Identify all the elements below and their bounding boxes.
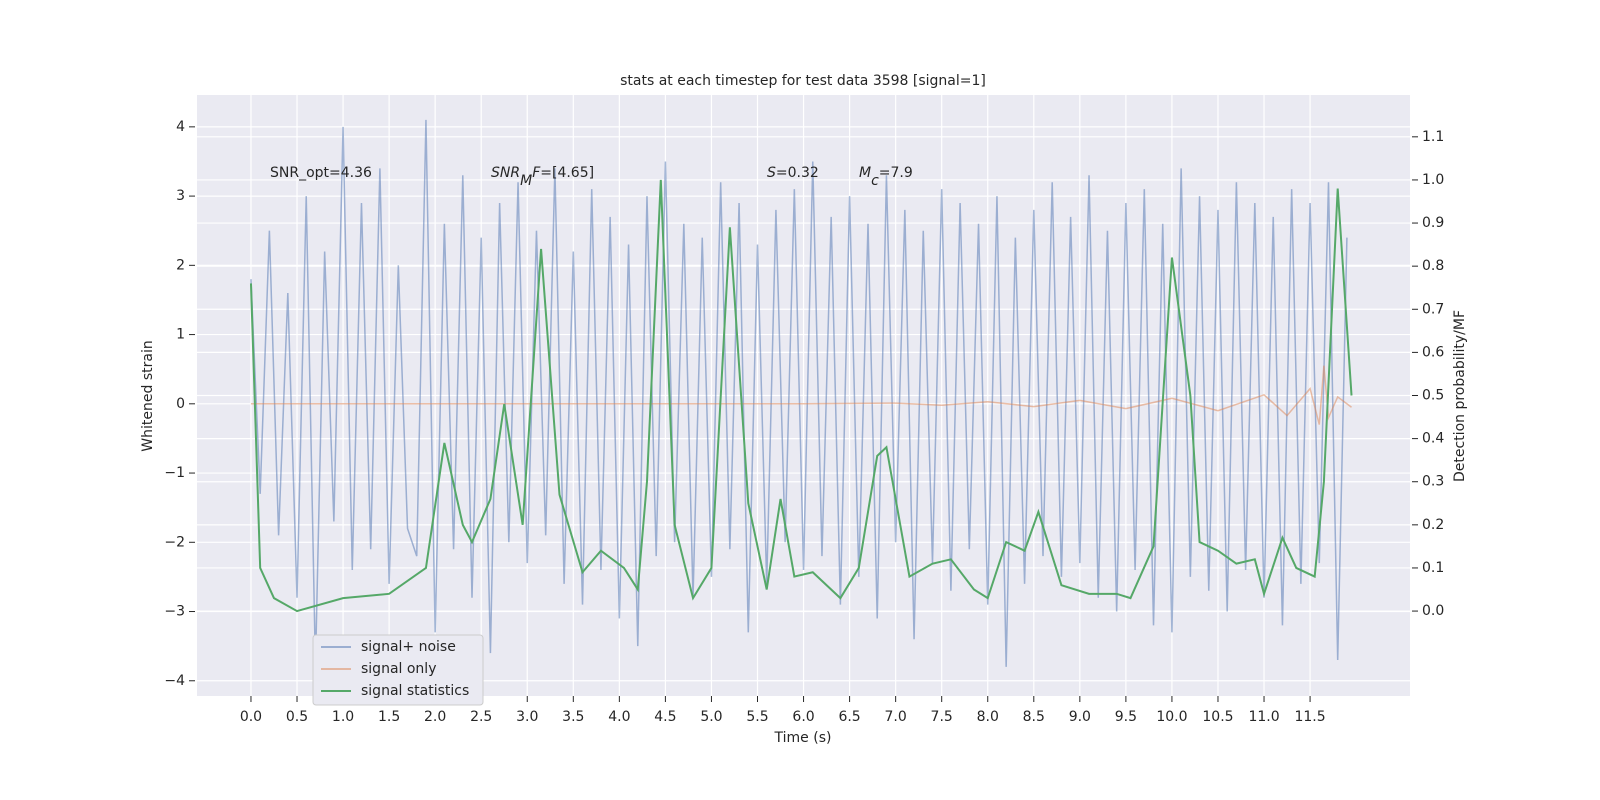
x-tick-label: 7.0 xyxy=(885,709,907,725)
x-tick-label: 3.0 xyxy=(516,709,538,725)
annotation-part: S xyxy=(767,165,776,181)
annotation-part: =7.9 xyxy=(879,165,913,181)
y2-tick-label: 0.0 xyxy=(1422,603,1444,619)
x-tick-label: 2.0 xyxy=(424,709,446,725)
legend: signal+ noise signal only signal statistic… xyxy=(312,634,484,706)
annotation: SNR_opt=4.36 xyxy=(270,165,372,181)
legend-label: signal+ noise xyxy=(361,639,456,655)
y-tick-label: −2 xyxy=(164,534,185,550)
y2-tick-label: 0.6 xyxy=(1422,344,1444,360)
y2-axis-label: Detection probability/MF xyxy=(1452,310,1468,482)
series-line xyxy=(250,365,1352,425)
x-tick-label: 8.0 xyxy=(977,709,999,725)
y-tick-label: −1 xyxy=(164,465,185,481)
x-tick-label: 5.0 xyxy=(700,709,722,725)
y2-tick-label: 0.9 xyxy=(1422,215,1444,231)
annotation: S=0.32 xyxy=(767,165,819,181)
annotation-part: c xyxy=(871,173,879,189)
legend-label: signal only xyxy=(361,661,436,677)
chart-title: stats at each timestep for test data 359… xyxy=(620,73,986,89)
y2-tick-label: 0.7 xyxy=(1422,301,1444,317)
x-tick-label: 2.5 xyxy=(470,709,492,725)
x-tick-label: 7.5 xyxy=(931,709,953,725)
annotation: SNRMF=[4.65] xyxy=(491,165,594,189)
x-tick-label: 3.5 xyxy=(562,709,584,725)
x-tick-label: 1.0 xyxy=(332,709,354,725)
y2-tick-label: 0.1 xyxy=(1422,560,1444,576)
annotation-part: =[4.65] xyxy=(540,165,594,181)
y2-tick-label: 1.0 xyxy=(1422,172,1444,188)
y-tick-label: −3 xyxy=(164,604,185,620)
x-tick-label: 0.5 xyxy=(286,709,308,725)
x-tick-label: 10.5 xyxy=(1202,709,1233,725)
y2-tick-label: 0.3 xyxy=(1422,474,1444,490)
x-tick-label: 5.5 xyxy=(746,709,768,725)
legend-label: signal statistics xyxy=(361,683,469,699)
annotation-part: SNR_opt=4.36 xyxy=(270,165,372,181)
x-tick-label: 9.5 xyxy=(1115,709,1137,725)
y-axis-label: Whitened strain xyxy=(140,340,156,451)
y2-tick-label: 0.2 xyxy=(1422,517,1444,533)
annotation-part: M xyxy=(520,173,532,189)
series-line xyxy=(249,179,1353,613)
y2-tick-label: 0.4 xyxy=(1422,431,1444,447)
x-axis-label: Time (s) xyxy=(774,730,832,746)
series-line xyxy=(250,119,1348,667)
y-tick-label: 1 xyxy=(176,327,185,343)
legend-box xyxy=(312,634,484,706)
annotation-part: M xyxy=(859,165,871,181)
x-tick-label: 11.5 xyxy=(1294,709,1325,725)
x-tick-label: 4.0 xyxy=(608,709,630,725)
annotation-part: =0.32 xyxy=(776,165,819,181)
y-tick-label: −4 xyxy=(164,673,185,689)
x-tick-label: 0.0 xyxy=(240,709,262,725)
y-tick-label: 0 xyxy=(176,396,185,412)
x-tick-label: 4.5 xyxy=(654,709,676,725)
x-tick-label: 9.0 xyxy=(1069,709,1091,725)
x-tick-label: 1.5 xyxy=(378,709,400,725)
annotation: Mc=7.9 xyxy=(859,165,913,189)
y-tick-label: 2 xyxy=(176,257,185,273)
y2-tick-label: 0.5 xyxy=(1422,388,1444,404)
x-tick-label: 6.5 xyxy=(838,709,860,725)
x-tick-label: 11.0 xyxy=(1248,709,1279,725)
y-tick-label: 3 xyxy=(176,188,185,204)
y2-tick-label: 0.8 xyxy=(1422,258,1444,274)
y2-tick-label: 1.1 xyxy=(1422,129,1444,145)
x-tick-label: 10.0 xyxy=(1156,709,1187,725)
x-tick-label: 6.0 xyxy=(792,709,814,725)
annotation-part: SNR xyxy=(491,165,520,181)
x-tick-label: 8.5 xyxy=(1023,709,1045,725)
y-tick-label: 4 xyxy=(176,119,185,135)
annotation-part: F xyxy=(532,165,541,181)
